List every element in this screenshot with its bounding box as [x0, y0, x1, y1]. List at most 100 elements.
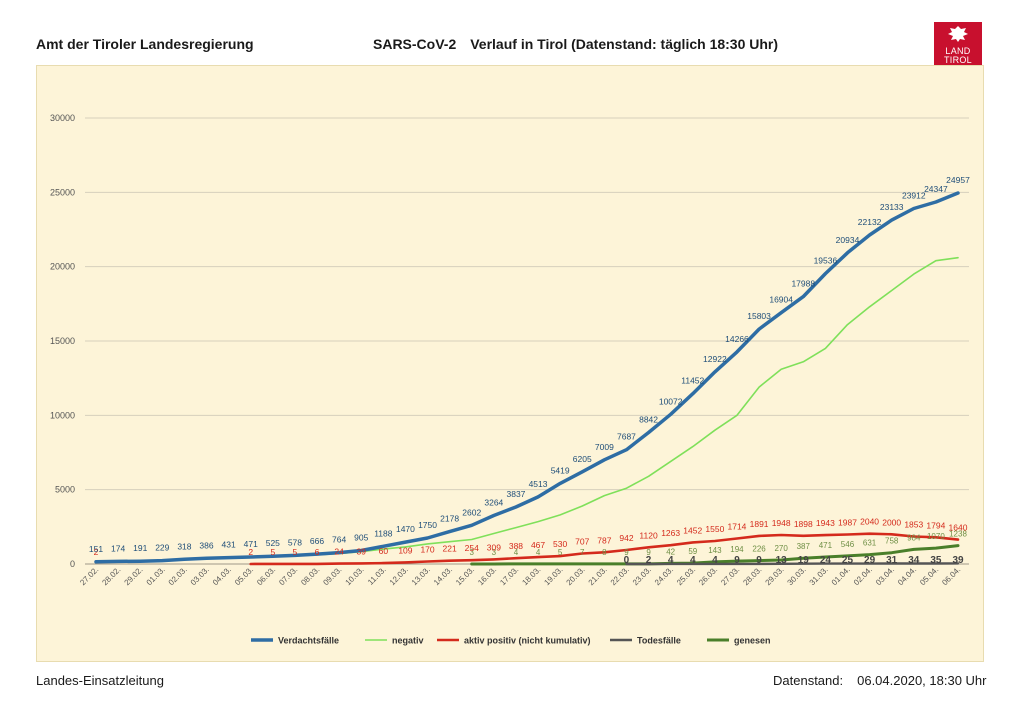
x-tick-label: 07.03.: [277, 565, 299, 587]
data-label-aktiv: 221: [443, 544, 457, 554]
data-label-aktiv: 1120: [639, 530, 658, 540]
data-label-genesen: 143: [708, 546, 722, 555]
chart-panel: 0 5000 10000 15000 20000 25000 30000 27.02. 28.0…: [36, 65, 984, 662]
footer-data-status: Datenstand: 06.04.2020, 18:30 Uhr: [773, 673, 987, 688]
data-label-aktiv: 1794: [926, 520, 945, 530]
x-tick-label: 04.04.: [896, 565, 918, 587]
x-tick-label: 09.03.: [321, 565, 343, 587]
y-tick-label: 5000: [55, 485, 75, 495]
data-label-aktiv: 2040: [860, 517, 879, 527]
data-label-tod: 29: [864, 555, 876, 566]
data-label-genesen: 226: [752, 545, 766, 554]
x-tick-label: 31.03.: [808, 565, 830, 587]
x-tick-label: 01.03.: [145, 565, 167, 587]
data-label-genesen: 471: [819, 541, 833, 550]
data-label-tod: 24: [820, 555, 832, 566]
data-label-tod: 39: [952, 555, 964, 566]
data-label-genesen: 5: [558, 548, 563, 557]
data-label-genesen: 631: [863, 539, 877, 548]
data-label-verdacht: 5419: [551, 465, 570, 475]
data-label-aktiv: 1898: [794, 519, 813, 529]
data-label-tod: 9: [756, 555, 762, 566]
data-label-genesen: 7: [580, 548, 585, 557]
data-label-verdacht: 386: [199, 540, 213, 550]
data-label-tod: 4: [712, 555, 718, 566]
y-tick-label: 15000: [50, 336, 75, 346]
data-label-aktiv: 1550: [705, 524, 724, 534]
data-label-aktiv: 1891: [750, 519, 769, 529]
data-label-aktiv: 6: [315, 547, 320, 557]
eagle-icon: [948, 26, 968, 42]
y-tick-label: 25000: [50, 187, 75, 197]
series-line-genesen: [470, 544, 960, 566]
data-label-verdacht: 525: [266, 538, 280, 548]
data-label-genesen: 387: [797, 542, 811, 551]
land-tirol-logo: LAND TIROL: [934, 22, 982, 66]
data-label-verdacht: 24347: [924, 184, 948, 194]
y-tick-label: 30000: [50, 113, 75, 123]
x-tick-label: 02.04.: [852, 565, 874, 587]
logo-text-tirol: TIROL: [943, 55, 972, 65]
data-label-aktiv: 1714: [728, 522, 747, 532]
data-label-aktiv: 254: [465, 543, 479, 553]
series-line-aktiv: [249, 532, 960, 566]
data-label-aktiv: 5: [270, 547, 275, 557]
data-label-verdacht: 3264: [484, 497, 503, 507]
x-tick-label: 17.03.: [498, 565, 520, 587]
data-label-aktiv: 24: [334, 547, 344, 557]
data-label-aktiv: 1943: [816, 518, 835, 528]
x-tick-label: 14.03.: [432, 565, 454, 587]
x-tick-label: 29.03.: [763, 565, 785, 587]
data-label-genesen: 42: [666, 547, 675, 556]
legend-label-tod: Todesfälle: [637, 636, 681, 646]
legend-label-negativ: negativ: [392, 636, 424, 646]
data-label-genesen: 984: [907, 533, 921, 542]
data-label-tod: 13: [776, 555, 788, 566]
data-label-verdacht: 174: [111, 543, 125, 553]
data-label-verdacht: 15803: [747, 311, 771, 321]
x-tick-label: 29.02.: [123, 565, 145, 587]
x-tick-label: 03.03.: [189, 565, 211, 587]
data-label-verdacht: 16904: [769, 295, 793, 305]
page-title: SARS-CoV-2 Verlauf in Tirol (Datenstand: …: [373, 36, 778, 52]
x-tick-label: 11.03.: [366, 565, 388, 587]
data-label-verdacht: 6205: [573, 454, 592, 464]
data-label-verdacht: 11452: [681, 376, 704, 386]
x-tick-label: 25.03.: [675, 565, 697, 587]
data-label-aktiv: 467: [531, 540, 545, 550]
y-tick-label: 20000: [50, 262, 75, 272]
data-label-genesen: 3: [470, 548, 475, 557]
data-label-aktiv: 60: [379, 546, 389, 556]
x-tick-label: 01.04.: [830, 565, 852, 587]
data-label-verdacht: 24957: [946, 175, 970, 185]
data-label-genesen: 758: [885, 537, 899, 546]
data-label-verdacht: 2178: [440, 514, 459, 524]
data-label-aktiv: 1263: [661, 528, 680, 538]
x-tick-label: 05.04.: [918, 565, 940, 587]
data-label-verdacht: 10072: [659, 396, 683, 406]
data-label-genesen: 1238: [949, 530, 967, 539]
x-tick-label: 06.04.: [940, 565, 962, 587]
data-label-aktiv: 2000: [882, 517, 901, 527]
data-label-tod: 25: [842, 555, 854, 566]
data-label-verdacht: 12922: [703, 354, 727, 364]
data-label-genesen: 4: [536, 548, 541, 557]
data-label-aktiv: 530: [553, 539, 567, 549]
data-label-genesen: 4: [514, 548, 519, 557]
data-label-genesen: 1070: [927, 532, 945, 541]
data-label-genesen: 194: [730, 545, 744, 554]
data-status-value: 06.04.2020, 18:30 Uhr: [857, 673, 987, 688]
data-label-tod: 2: [646, 555, 652, 566]
series-line-verdacht: [94, 191, 960, 564]
data-label-verdacht: 23912: [902, 191, 926, 201]
x-tick-label: 20.03.: [565, 565, 587, 587]
title-description: Verlauf in Tirol (Datenstand: täglich 18…: [470, 36, 779, 52]
data-label-aktiv: 707: [575, 536, 589, 546]
data-label-tod: 19: [798, 555, 810, 566]
data-label-verdacht: 229: [155, 543, 169, 553]
x-tick-label: 03.04.: [874, 565, 896, 587]
data-status-label: Datenstand:: [773, 673, 844, 688]
legend-label-genesen: genesen: [734, 636, 771, 646]
data-label-genesen: 9: [624, 548, 629, 557]
x-tick-label: 27.02.: [78, 565, 100, 587]
